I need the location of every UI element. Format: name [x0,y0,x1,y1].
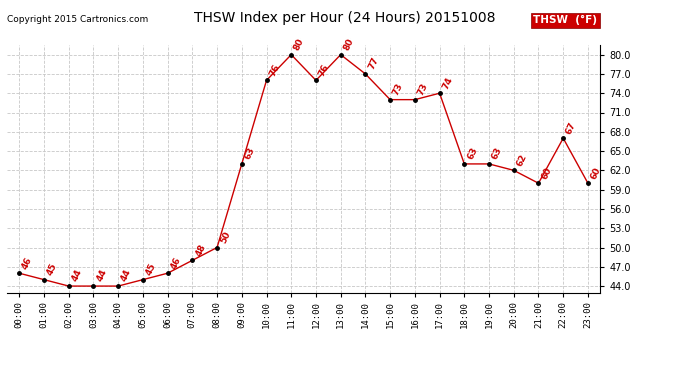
Text: 44: 44 [119,268,133,283]
Text: 60: 60 [540,165,553,180]
Text: 73: 73 [416,82,430,97]
Text: 73: 73 [391,82,405,97]
Text: 74: 74 [441,75,455,90]
Text: 50: 50 [219,230,232,245]
Text: THSW  (°F): THSW (°F) [533,15,598,26]
Text: 44: 44 [95,268,108,283]
Text: Copyright 2015 Cartronics.com: Copyright 2015 Cartronics.com [7,15,148,24]
Text: 48: 48 [194,242,207,258]
Text: THSW Index per Hour (24 Hours) 20151008: THSW Index per Hour (24 Hours) 20151008 [195,11,495,25]
Text: 76: 76 [268,62,282,78]
Text: 46: 46 [169,255,182,270]
Text: 76: 76 [317,62,331,78]
Text: 63: 63 [491,146,504,161]
Text: 60: 60 [589,165,602,180]
Text: 45: 45 [46,262,59,277]
Text: 80: 80 [342,37,355,52]
Text: 44: 44 [70,268,83,283]
Text: 45: 45 [144,262,158,277]
Text: 63: 63 [466,146,479,161]
Text: 46: 46 [21,255,34,270]
Text: 80: 80 [293,37,306,52]
Text: 62: 62 [515,153,529,168]
Text: 67: 67 [564,120,578,135]
Text: 63: 63 [243,146,257,161]
Text: 77: 77 [367,56,380,71]
